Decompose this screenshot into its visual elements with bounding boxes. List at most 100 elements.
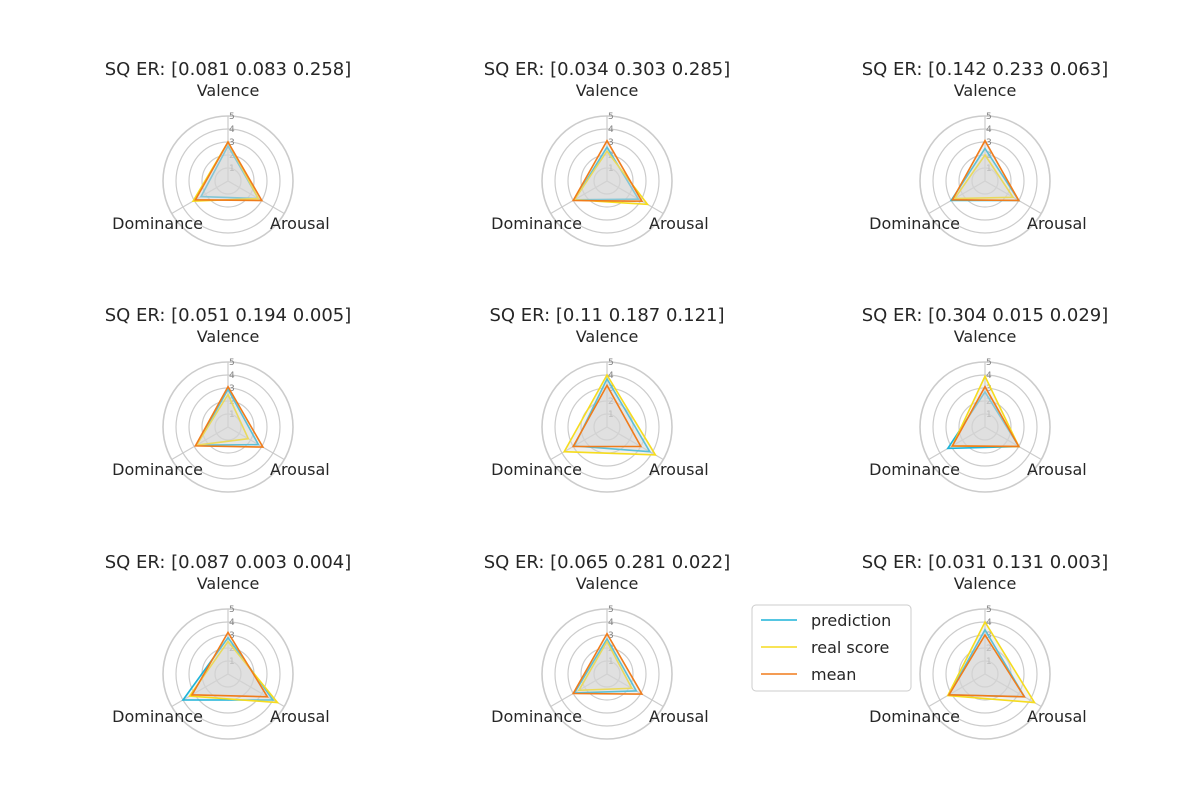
legend-label-prediction: prediction [811, 611, 891, 630]
series-real-score [572, 149, 650, 206]
series-prediction [572, 637, 638, 694]
series-mean [571, 632, 644, 695]
tick-label-3: 3 [608, 384, 614, 394]
series-mean [951, 385, 1021, 448]
tick-label-1: 1 [229, 410, 235, 420]
radar-panel-1: 1 2 3 4 5 Valence Arousal Dominance SQ ER: [0.08… [105, 59, 351, 247]
axis-label-dominance: Dominance [869, 460, 960, 479]
axis-label-valence: Valence [954, 81, 1017, 100]
tick-label-4: 4 [986, 618, 992, 628]
tick-label-4: 4 [608, 371, 614, 381]
axis-label-valence: Valence [197, 327, 260, 346]
tick-label-5: 5 [986, 605, 992, 615]
series-real-score [577, 639, 634, 692]
series-real-score [194, 392, 250, 447]
axis-label-valence: Valence [197, 81, 260, 100]
series-prediction [572, 145, 640, 201]
axis-label-dominance: Dominance [491, 214, 582, 233]
panel-title: SQ ER: [0.11 0.187 0.121] [489, 305, 724, 326]
tick-label-1: 1 [608, 410, 614, 420]
series-mean [194, 385, 265, 448]
tick-label-3: 3 [229, 384, 235, 394]
tick-label-4: 4 [608, 125, 614, 135]
spoke-arousal [984, 673, 1042, 708]
tick-label-5: 5 [608, 605, 614, 615]
spoke-arousal [227, 180, 285, 215]
series-mean [947, 633, 1026, 698]
tick-label-5: 5 [986, 358, 992, 368]
series-real-score [953, 153, 1015, 200]
spoke-dominance [171, 426, 229, 461]
axis-label-arousal: Arousal [270, 214, 330, 233]
axis-label-arousal: Arousal [270, 460, 330, 479]
tick-label-3: 3 [229, 138, 235, 148]
axis-label-valence: Valence [576, 81, 639, 100]
tick-label-1: 1 [986, 657, 992, 667]
legend: prediction real score mean [751, 604, 912, 692]
axis-label-arousal: Arousal [649, 707, 709, 726]
tick-label-2: 2 [229, 644, 235, 654]
tick-label-3: 3 [986, 384, 992, 394]
panel-title: SQ ER: [0.034 0.303 0.285] [484, 59, 731, 80]
legend-frame [751, 604, 912, 692]
tick-label-1: 1 [608, 164, 614, 174]
axis-label-arousal: Arousal [649, 214, 709, 233]
tick-label-4: 4 [229, 618, 235, 628]
tick-label-2: 2 [986, 151, 992, 161]
tick-label-5: 5 [986, 112, 992, 122]
axis-label-dominance: Dominance [491, 707, 582, 726]
tick-label-5: 5 [608, 358, 614, 368]
axis-label-arousal: Arousal [1027, 460, 1087, 479]
axis-label-arousal: Arousal [1027, 707, 1087, 726]
panel-title: SQ ER: [0.142 0.233 0.063] [862, 59, 1109, 80]
tick-label-4: 4 [608, 618, 614, 628]
axis-label-valence: Valence [576, 574, 639, 593]
panel-title: SQ ER: [0.087 0.003 0.004] [105, 552, 352, 573]
series-mean [190, 630, 269, 698]
tick-label-3: 3 [229, 631, 235, 641]
axis-label-arousal: Arousal [270, 707, 330, 726]
spoke-dominance [928, 180, 986, 215]
series-prediction [195, 387, 260, 447]
legend-label-mean: mean [811, 665, 856, 684]
tick-label-2: 2 [229, 151, 235, 161]
tick-label-1: 1 [986, 410, 992, 420]
series-prediction [573, 377, 652, 453]
tick-label-4: 4 [986, 371, 992, 381]
series-mean [571, 383, 643, 448]
panel-title: SQ ER: [0.051 0.194 0.005] [105, 305, 352, 326]
axis-label-valence: Valence [197, 574, 260, 593]
tick-label-1: 1 [608, 657, 614, 667]
panel-title: SQ ER: [0.304 0.015 0.029] [862, 305, 1109, 326]
tick-label-4: 4 [229, 125, 235, 135]
spoke-dominance [550, 426, 608, 461]
radar-panel-6: 1 2 3 4 5 Valence Arousal Dominance SQ ER: [0.30… [862, 305, 1109, 493]
tick-label-3: 3 [986, 138, 992, 148]
tick-label-2: 2 [608, 397, 614, 407]
axis-label-arousal: Arousal [649, 460, 709, 479]
axis-label-valence: Valence [576, 327, 639, 346]
tick-label-1: 1 [986, 164, 992, 174]
spoke-dominance [928, 426, 986, 461]
axis-label-dominance: Dominance [112, 707, 203, 726]
spoke-dominance [171, 673, 229, 708]
axis-label-arousal: Arousal [1027, 214, 1087, 233]
tick-label-2: 2 [986, 644, 992, 654]
spoke-arousal [984, 426, 1042, 461]
tick-label-1: 1 [229, 164, 235, 174]
tick-label-1: 1 [229, 657, 235, 667]
axis-label-dominance: Dominance [112, 214, 203, 233]
panel-title: SQ ER: [0.031 0.131 0.003] [862, 552, 1109, 573]
axis-label-valence: Valence [954, 327, 1017, 346]
axis-label-valence: Valence [954, 574, 1017, 593]
tick-label-2: 2 [986, 397, 992, 407]
axis-label-dominance: Dominance [869, 214, 960, 233]
tick-label-5: 5 [229, 112, 235, 122]
spoke-arousal [606, 180, 664, 215]
axis-label-dominance: Dominance [491, 460, 582, 479]
